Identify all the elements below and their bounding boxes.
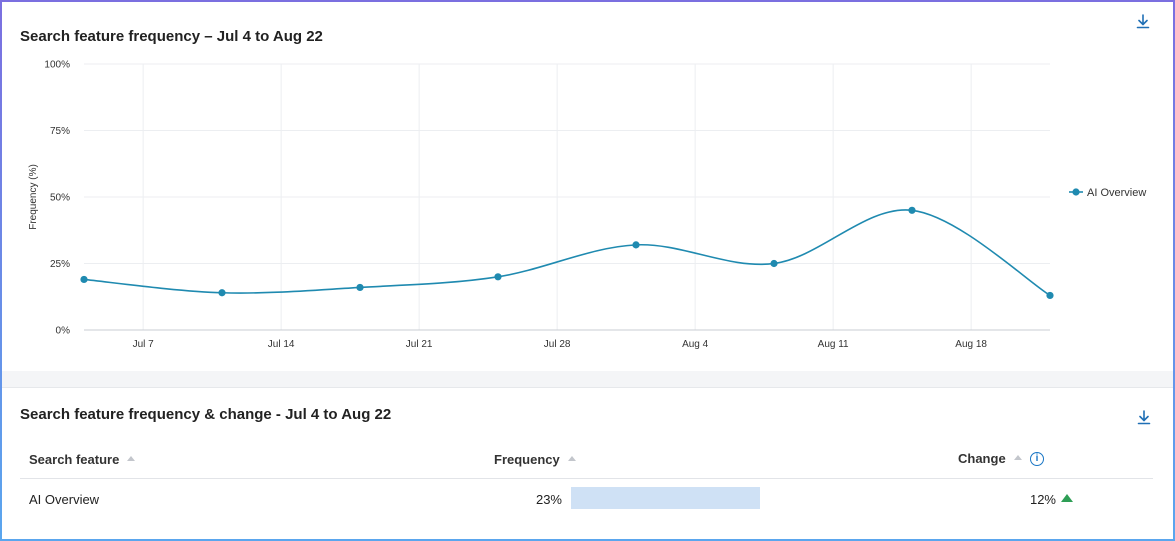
sort-caret-icon[interactable] (1013, 455, 1022, 461)
table-panel: Search feature frequency & change - Jul … (2, 388, 1173, 539)
x-tick-label: Aug 11 (818, 339, 849, 350)
info-icon[interactable]: i (1030, 452, 1044, 466)
download-icon[interactable] (1135, 408, 1153, 426)
cell-search-feature: AI Overview (29, 492, 100, 507)
sort-caret-icon[interactable] (567, 456, 576, 462)
frequency-bar-track (571, 487, 1175, 509)
panel-separator (2, 371, 1173, 388)
y-tick-label: 100% (44, 60, 70, 71)
cell-change-value: 12% (1029, 492, 1056, 507)
series-line (83, 209, 1051, 297)
column-header-label: Change (958, 451, 1006, 466)
x-tick-label: Aug 4 (682, 339, 709, 350)
chart-panel: Search feature frequency – Jul 4 to Aug … (2, 2, 1173, 371)
data-point (494, 273, 502, 281)
x-tick-label: Jul 21 (406, 339, 433, 350)
data-point (770, 259, 778, 268)
column-header-search-feature[interactable]: Search feature (29, 452, 136, 467)
line-chart: 0% 25% 50% 75% 100% Jul 7 Jul 14 Jul 21 Jul 28 Au… (28, 60, 1146, 351)
y-tick-label: 25% (50, 259, 70, 270)
legend-label: AI Overview (1087, 187, 1146, 199)
table-title: Search feature frequency & change - Jul … (20, 406, 392, 423)
x-tick-label: Jul 7 (133, 339, 155, 350)
frequency-bar (571, 487, 760, 509)
legend-marker (1072, 188, 1080, 196)
column-header-label: Frequency (494, 452, 560, 467)
trend-up-icon (1061, 494, 1073, 502)
x-tick-label: Jul 28 (544, 339, 571, 350)
y-tick-label: 50% (50, 193, 70, 204)
data-point (1046, 291, 1054, 300)
cell-frequency-value: 23% (535, 492, 562, 507)
y-tick-label: 75% (50, 126, 70, 137)
data-point (632, 241, 640, 249)
column-header-label: Search feature (29, 452, 120, 467)
table-header-divider (20, 478, 1153, 479)
data-point (80, 275, 88, 284)
column-header-change[interactable]: Change (958, 451, 1022, 466)
data-point (908, 206, 916, 214)
column-header-frequency[interactable]: Frequency (494, 452, 576, 467)
sort-caret-icon[interactable] (127, 456, 136, 462)
download-icon[interactable] (1134, 12, 1152, 30)
y-tick-label: 0% (56, 326, 71, 337)
data-point (218, 289, 226, 297)
y-axis-label: Frequency (%) (28, 164, 39, 230)
x-tick-label: Aug 18 (955, 339, 987, 350)
chart-title: Search feature frequency – Jul 4 to Aug … (20, 28, 323, 45)
x-tick-label: Jul 14 (268, 339, 295, 350)
data-point (356, 283, 364, 292)
